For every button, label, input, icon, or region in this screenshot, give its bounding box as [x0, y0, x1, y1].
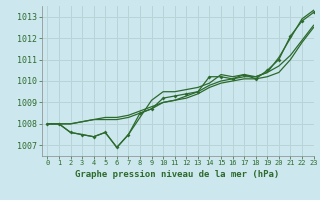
X-axis label: Graphe pression niveau de la mer (hPa): Graphe pression niveau de la mer (hPa): [76, 170, 280, 179]
